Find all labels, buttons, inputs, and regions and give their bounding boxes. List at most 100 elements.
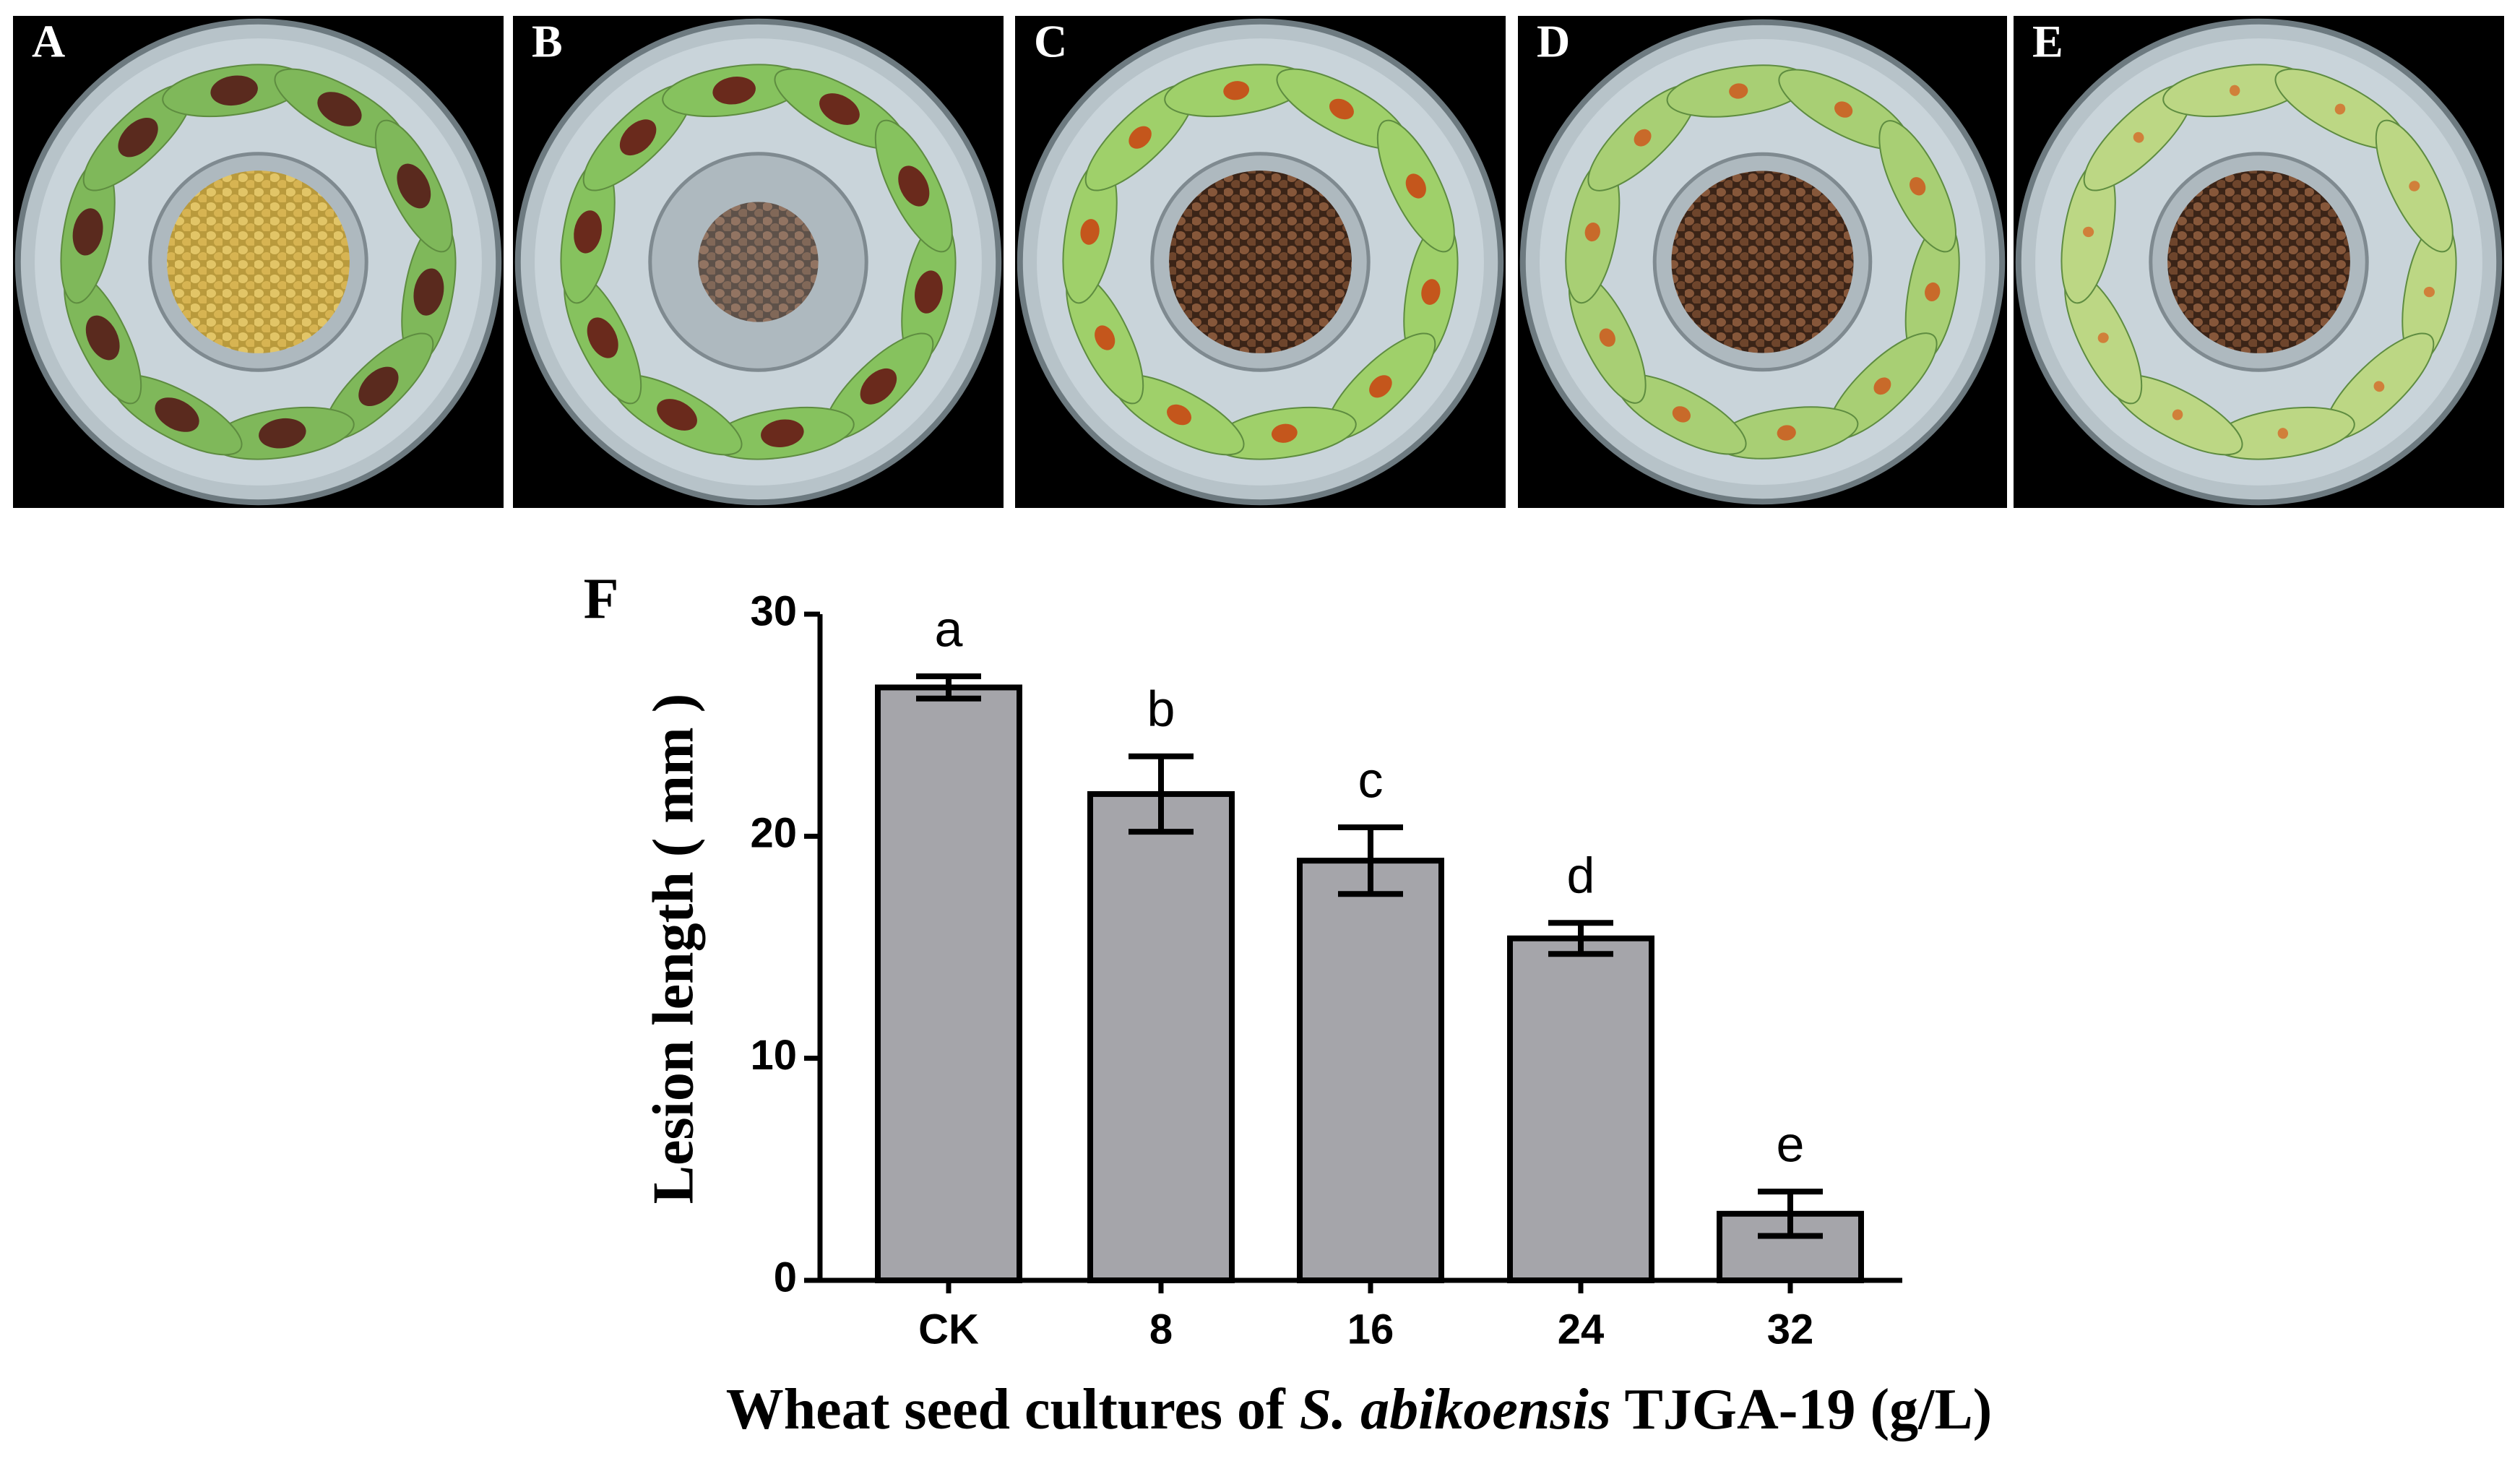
lesion <box>2373 381 2385 392</box>
lesion <box>1634 129 1652 147</box>
lesion <box>587 317 618 358</box>
bar <box>875 684 1022 1283</box>
lesion <box>317 92 362 126</box>
lesion <box>898 165 930 207</box>
lesion <box>397 163 431 209</box>
lesion <box>2133 132 2144 143</box>
photo-panel: E <box>2014 16 2504 508</box>
y-tick-label: 20 <box>750 810 797 857</box>
leaf <box>874 119 953 253</box>
lesion <box>1095 325 1116 350</box>
leaf <box>1878 120 1957 253</box>
lesion <box>2277 428 2289 439</box>
x-axis-label-part: TJGA-19 (g/L) <box>1611 1378 1992 1441</box>
significance-letter: c <box>1358 752 1384 809</box>
lesion <box>1729 83 1748 99</box>
leaf <box>374 119 453 253</box>
x-tick-label: CK <box>918 1306 979 1353</box>
y-tick-label: 10 <box>750 1032 797 1079</box>
leaf <box>274 68 405 150</box>
panel-label: B <box>532 16 563 67</box>
lesion <box>210 75 258 106</box>
lesion <box>118 117 158 158</box>
bar <box>1297 858 1444 1283</box>
significance-letter: e <box>1777 1116 1805 1173</box>
error-bar <box>1758 1189 1823 1239</box>
lesion <box>1271 423 1298 443</box>
leaf <box>560 160 616 304</box>
lesion <box>915 270 943 314</box>
error-bar <box>1548 920 1613 957</box>
lesion <box>819 93 860 125</box>
lesion <box>1777 425 1796 441</box>
lesion <box>1369 375 1392 398</box>
x-axis-label: Wheat seed cultures of S. abikoensis TJG… <box>726 1378 1993 1441</box>
leaf <box>60 160 116 304</box>
leaf <box>1714 406 1859 460</box>
lesion <box>574 210 602 254</box>
leaf <box>582 83 694 191</box>
leaf <box>2064 271 2143 405</box>
photo-panel: B <box>513 16 1004 508</box>
lesion <box>1329 98 1354 120</box>
leaf <box>901 220 957 364</box>
leaf <box>1666 64 1811 118</box>
seeds <box>167 171 350 353</box>
lesion <box>619 119 657 156</box>
panel-label: C <box>1034 16 1067 67</box>
leaf <box>1778 69 1909 150</box>
x-tick-label: 32 <box>1767 1306 1814 1353</box>
lesion <box>358 366 399 407</box>
lesion <box>2097 332 2109 343</box>
x-axis-label-part: Wheat seed cultures of <box>726 1378 1300 1441</box>
significance-letter: a <box>935 601 963 658</box>
leaf <box>823 332 934 441</box>
significance-letter: b <box>1147 681 1175 737</box>
y-axis-label: Lesion length ( mm ) <box>642 694 705 1204</box>
lesion <box>2083 226 2094 238</box>
x-tick-label: 16 <box>1347 1306 1394 1353</box>
lesion <box>413 268 444 316</box>
leaf <box>611 374 743 456</box>
error-bar <box>1338 824 1403 897</box>
lesion <box>1834 101 1853 118</box>
seeds <box>1671 171 1854 353</box>
x-tick-label: 24 <box>1558 1306 1605 1353</box>
lesion <box>1910 177 1926 196</box>
leaf <box>210 406 355 460</box>
lesion <box>1167 404 1192 426</box>
error-bar <box>916 673 981 702</box>
error-bar <box>1129 753 1194 835</box>
photo-panels: A B C D E <box>13 16 2504 508</box>
chart-label: F <box>584 567 619 631</box>
significance-letter: d <box>1567 848 1595 904</box>
lesion <box>259 418 306 449</box>
lesion <box>860 368 897 405</box>
leaf <box>1565 160 1621 304</box>
lesion <box>2172 409 2183 421</box>
bar <box>1507 935 1654 1283</box>
lesion <box>1421 279 1441 305</box>
photo-panel: D <box>1518 16 2007 508</box>
leaf <box>401 220 457 364</box>
photo-panel: C <box>1015 16 1506 508</box>
leaf <box>1325 332 1436 441</box>
leaf <box>162 64 307 118</box>
seeds <box>2167 171 2350 353</box>
leaf <box>82 83 194 191</box>
x-axis-label-part: S. abikoensis <box>1300 1378 1611 1441</box>
leaf <box>1212 406 1357 460</box>
lesion <box>1925 282 1941 302</box>
lesion <box>155 397 199 432</box>
leaf <box>1164 64 1309 118</box>
lesion <box>2423 286 2435 298</box>
lesion <box>85 315 120 361</box>
lesion <box>1672 406 1691 423</box>
lesion <box>1405 173 1426 199</box>
lesion <box>2229 85 2240 96</box>
panel-label: E <box>2032 16 2063 67</box>
y-tick-label: 30 <box>750 587 797 634</box>
x-tick-label: 8 <box>1149 1306 1173 1353</box>
leaf <box>662 64 807 118</box>
